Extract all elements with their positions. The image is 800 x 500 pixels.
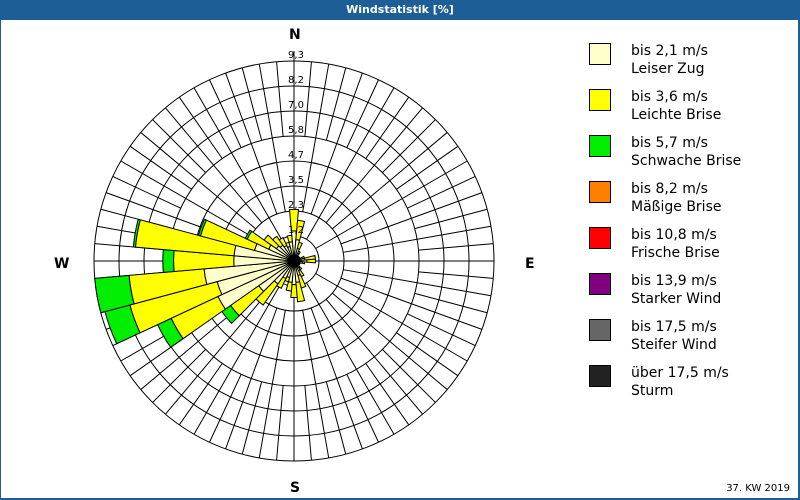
wind-sector-segment — [285, 281, 293, 292]
compass-south-label: S — [290, 480, 301, 496]
wind-sector-segment — [272, 235, 284, 249]
legend-swatch — [589, 227, 611, 249]
legend-swatch — [589, 319, 611, 341]
wind-sector-segment — [244, 229, 253, 240]
wind-sector-segment — [296, 241, 303, 250]
legend-swatch — [589, 89, 611, 111]
ring-label: 4,7 — [288, 150, 304, 161]
wind-sector-segment — [263, 234, 280, 250]
ring-label: 9,3 — [288, 50, 304, 61]
legend-swatch — [589, 43, 611, 65]
legend-label: bis 5,7 m/s Schwache Brise — [631, 135, 742, 169]
wind-sector-segment — [94, 274, 135, 314]
ring-label: 8,2 — [288, 75, 304, 86]
legend-label: über 17,5 m/s Sturm — [631, 365, 729, 399]
wind-sector-segment — [301, 261, 306, 265]
wind-sector-segment — [306, 258, 317, 264]
compass-east-label: E — [525, 256, 535, 272]
ring-label: 1,2 — [288, 225, 304, 236]
wind-sector-segment — [288, 208, 300, 232]
compass-north-label: N — [289, 27, 301, 43]
legend-swatch — [589, 365, 611, 387]
wind-sectors — [94, 208, 317, 349]
ring-labels: 1,2 2,3 3,5 4,7 5,8 7,0 8,2 9,3 — [288, 50, 304, 236]
polar-grid — [93, 51, 495, 462]
legend-label: bis 13,9 m/s Starker Wind — [631, 273, 722, 307]
wind-sector-segment — [132, 218, 141, 248]
wind-sector-segment — [295, 281, 306, 303]
legend-swatch — [589, 273, 611, 295]
legend-label: bis 3,6 m/s Leichte Brise — [631, 89, 722, 123]
wind-sector-segment — [162, 249, 175, 273]
legend-label: bis 8,2 m/s Mäßige Brise — [631, 181, 722, 215]
ring-label: 7,0 — [288, 100, 304, 111]
week-label: 37. KW 2019 — [726, 483, 790, 494]
window-title: Windstatistik [%] — [0, 0, 800, 20]
wind-sector-segment — [278, 236, 288, 248]
chart-panel — [1, 20, 798, 498]
wind-sector-segment — [286, 234, 293, 243]
ring-label: 2,3 — [288, 200, 304, 211]
compass-west-label: W — [54, 256, 70, 272]
wind-sector-segment — [296, 250, 301, 255]
legend-label: bis 2,1 m/s Leiser Zug — [631, 43, 708, 77]
legend-label: bis 10,8 m/s Frische Brise — [631, 227, 720, 261]
wind-sector-segment — [295, 219, 306, 241]
legend-swatch — [589, 181, 611, 203]
wind-sector-segment — [290, 284, 298, 299]
ring-label: 3,5 — [288, 175, 304, 186]
legend-swatch — [589, 135, 611, 157]
wind-sector-segment — [197, 218, 207, 237]
ring-label: 5,8 — [288, 125, 304, 136]
legend-label: bis 17,5 m/s Steifer Wind — [631, 319, 717, 353]
